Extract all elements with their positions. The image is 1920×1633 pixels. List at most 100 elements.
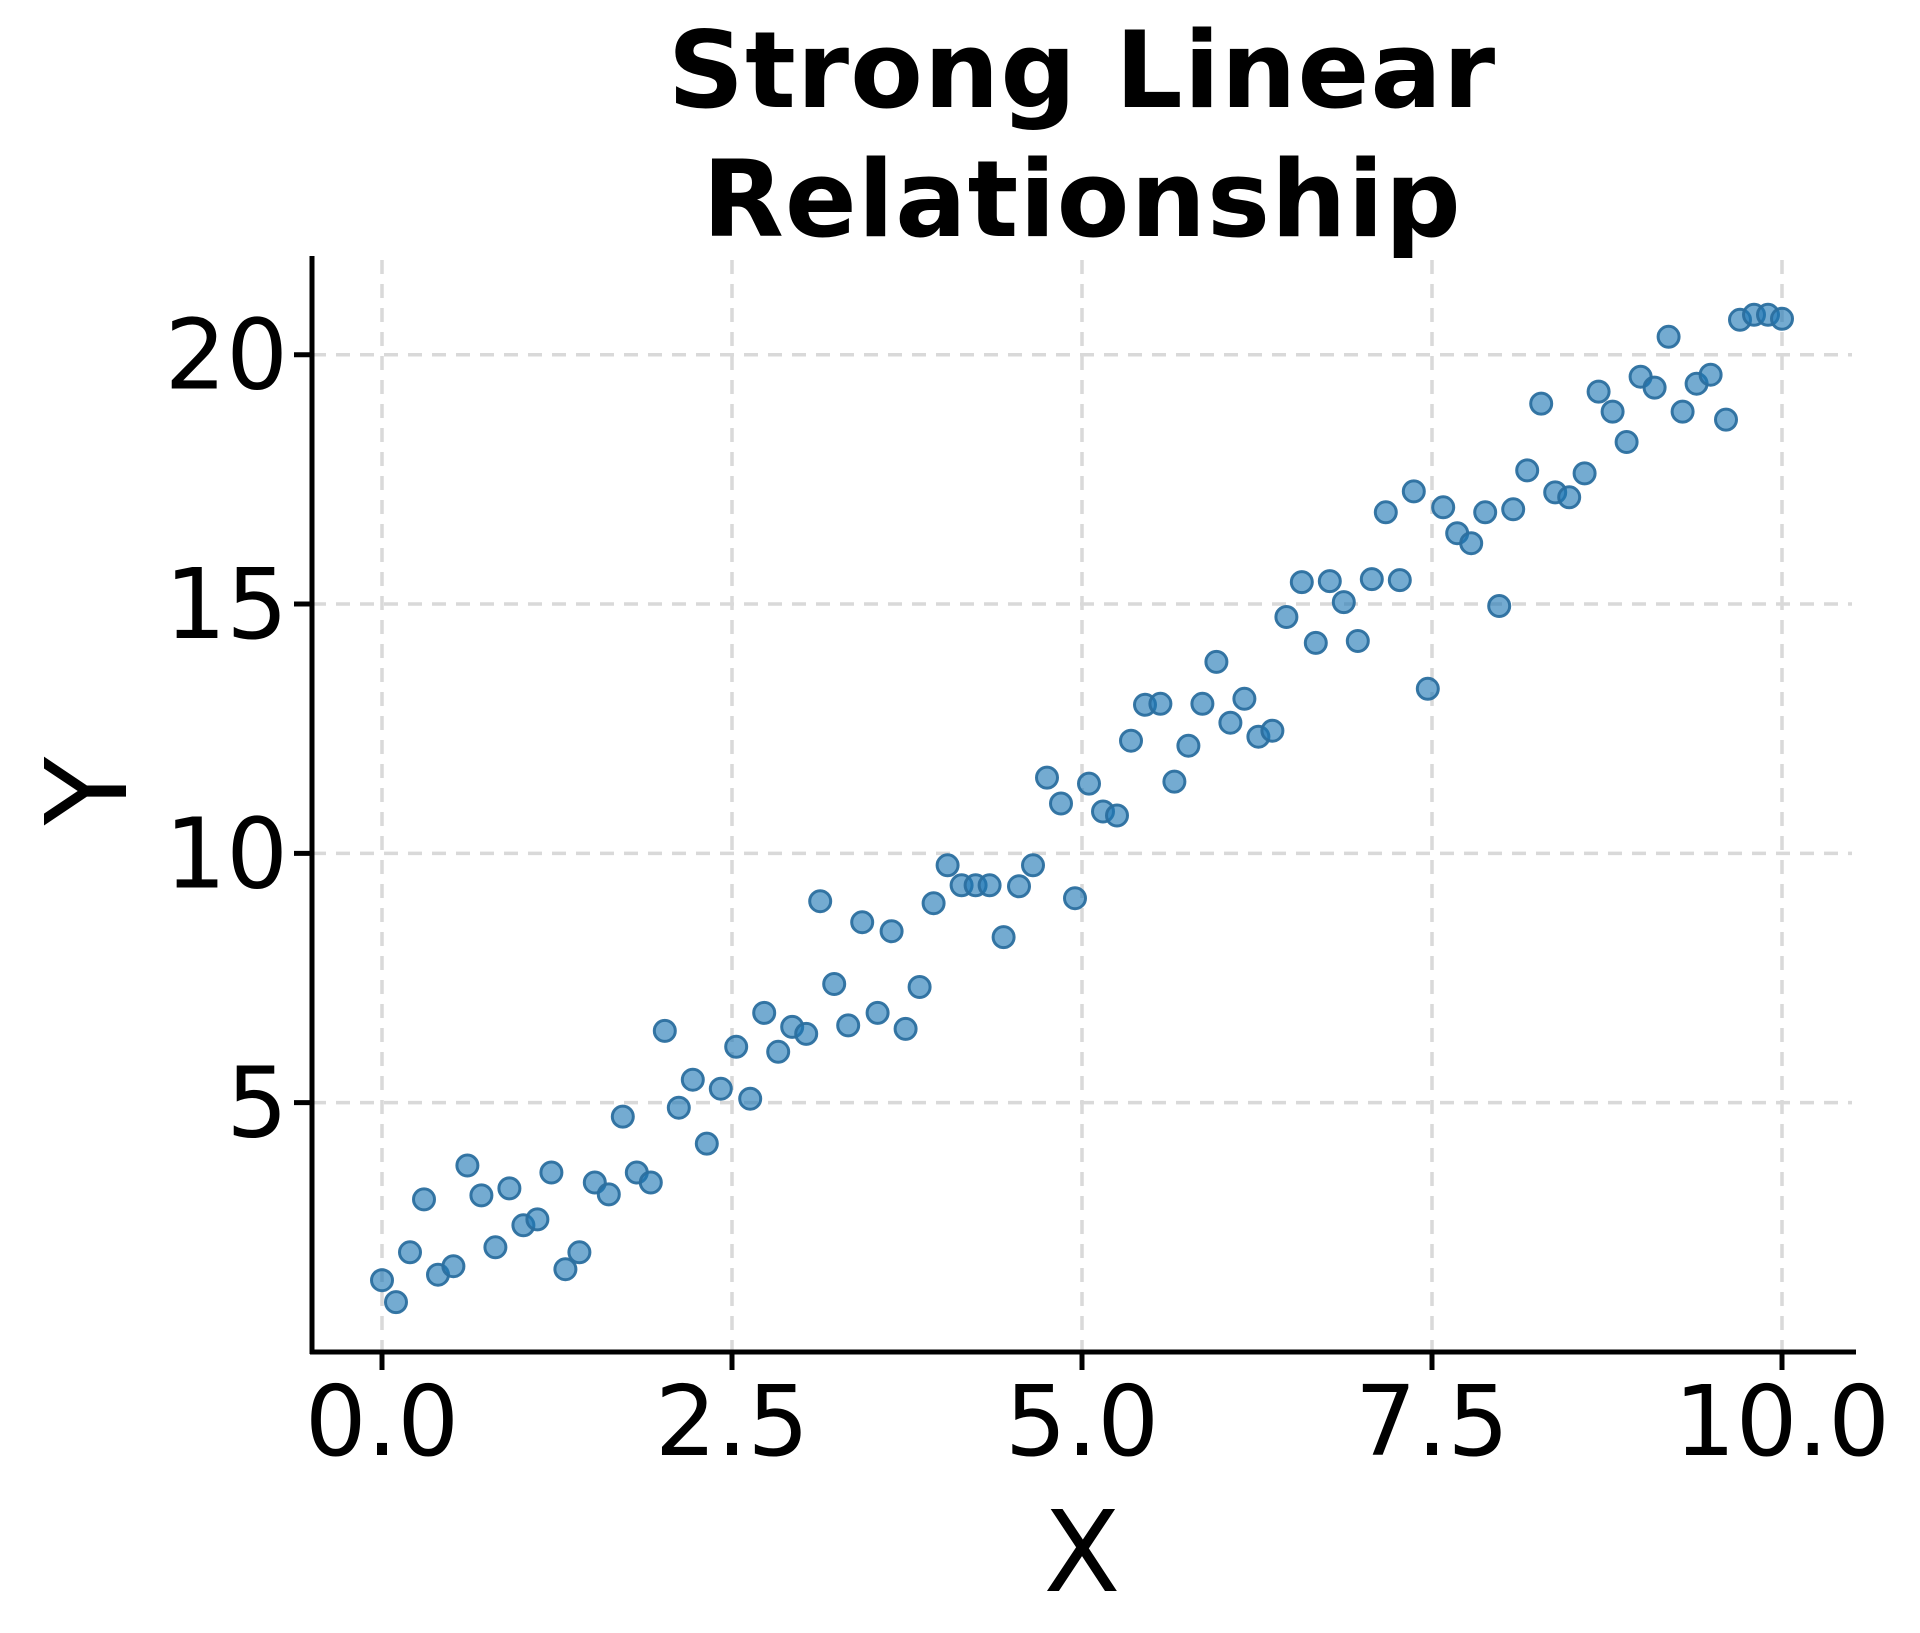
scatter-point	[921, 891, 946, 916]
tick-labels: 0.0 2.5 5.0 7.5 10.0 5 10 15 20	[165, 299, 1890, 1478]
chart-title: Strong Linear Relationship	[312, 6, 1852, 265]
scatter-point	[1459, 531, 1484, 556]
tick-marks	[294, 352, 1785, 1370]
x-tick-label: 0.0	[305, 1365, 459, 1478]
scatter-point	[879, 919, 904, 944]
scatter-point	[1176, 733, 1201, 758]
scatter-point	[1007, 874, 1031, 899]
scatter-point	[1232, 686, 1257, 711]
scatter-point	[1063, 886, 1087, 911]
scatter-point	[1387, 568, 1412, 593]
scatter-point	[1359, 567, 1384, 592]
scatter-point	[991, 925, 1016, 950]
scatter-point	[1049, 791, 1073, 816]
scatter-point	[1162, 769, 1187, 794]
y-tick-label: 20	[165, 299, 288, 412]
scatter-point	[794, 1021, 819, 1046]
scatter-point	[808, 889, 833, 914]
scatter-point	[724, 1034, 749, 1059]
scatter-point	[1077, 771, 1101, 796]
scatter-point	[907, 975, 932, 999]
scatter-point	[977, 873, 1002, 898]
scatter-point	[370, 1268, 394, 1293]
scatter-point	[1431, 495, 1456, 520]
scatter-point	[1331, 590, 1356, 615]
scatter-point	[398, 1240, 422, 1265]
chart-title-line-2: Relationship	[702, 138, 1462, 262]
scatter-point	[1345, 629, 1370, 653]
scatter-point	[497, 1176, 522, 1201]
scatter-point	[1373, 500, 1398, 525]
scatter-point	[1670, 399, 1695, 424]
scatter-point	[1317, 569, 1342, 594]
scatter-point	[1600, 399, 1625, 424]
scatter-point	[1204, 649, 1229, 674]
y-tick-label: 5	[226, 1047, 288, 1160]
scatter-point	[567, 1240, 592, 1265]
scatter-point	[1557, 485, 1582, 510]
scatter-point	[680, 1067, 705, 1092]
scatter-point	[1614, 430, 1639, 454]
scatter-point	[539, 1160, 564, 1185]
scatter-point	[1021, 853, 1045, 878]
y-tick-label: 15	[165, 548, 288, 661]
scatter-point	[1289, 570, 1314, 595]
scatter-point	[384, 1290, 408, 1315]
scatter-point	[752, 1000, 777, 1025]
scatter-point	[1401, 479, 1426, 504]
x-tick-label: 7.5	[1355, 1365, 1509, 1478]
scatter-point	[1274, 605, 1299, 629]
scatter-point	[638, 1170, 663, 1195]
scatter-point	[1586, 379, 1611, 404]
scatter-point	[1770, 306, 1794, 331]
scatter-point	[1572, 461, 1597, 486]
scatter-point	[1218, 710, 1243, 735]
scatter-point	[412, 1187, 436, 1212]
scatter-points	[370, 302, 1794, 1315]
scatter-point	[850, 910, 875, 935]
scatter-point	[652, 1018, 677, 1043]
scatter-point	[1473, 500, 1498, 525]
scatter-point	[1035, 765, 1059, 790]
scatter-point	[1303, 630, 1328, 655]
scatter-point	[1656, 324, 1681, 349]
x-tick-label: 2.5	[655, 1365, 809, 1478]
scatter-point	[836, 1013, 861, 1038]
chart-title-line-1: Strong Linear	[667, 9, 1497, 132]
scatter-point	[455, 1153, 480, 1178]
scatter-point	[1515, 458, 1540, 483]
scatter-point	[553, 1257, 578, 1282]
scatter-point	[1148, 691, 1173, 716]
grid-lines	[312, 260, 1852, 1352]
scatter-point	[708, 1076, 733, 1101]
x-tick-label: 5.0	[1005, 1365, 1159, 1478]
scatter-point	[738, 1086, 763, 1111]
scatter-point	[525, 1207, 550, 1232]
scatter-point	[1260, 718, 1285, 743]
scatter-point	[1714, 407, 1738, 432]
axes-spines	[309, 256, 1856, 1355]
scatter-point	[1487, 594, 1512, 618]
scatter-point	[865, 1000, 890, 1025]
scatter-point	[1501, 497, 1526, 522]
scatter-point	[1190, 691, 1215, 716]
scatter-point	[694, 1131, 719, 1156]
x-tick-label: 10.0	[1674, 1365, 1890, 1478]
scatter-point	[1105, 803, 1129, 828]
scatter-point	[610, 1104, 635, 1129]
scatter-point	[822, 972, 847, 996]
x-axis-label: X	[1043, 1488, 1121, 1618]
scatter-point	[1642, 375, 1667, 400]
scatter-point	[766, 1039, 791, 1064]
y-axis-label: Y	[23, 756, 153, 826]
scatter-point	[1119, 728, 1143, 753]
scatter-point	[441, 1254, 466, 1279]
scatter-point	[935, 853, 960, 878]
scatter-point	[469, 1183, 494, 1208]
scatter-point	[666, 1095, 691, 1120]
scatter-point	[1698, 362, 1723, 387]
scatter-point	[1529, 391, 1554, 416]
scatter-point	[1415, 676, 1440, 701]
